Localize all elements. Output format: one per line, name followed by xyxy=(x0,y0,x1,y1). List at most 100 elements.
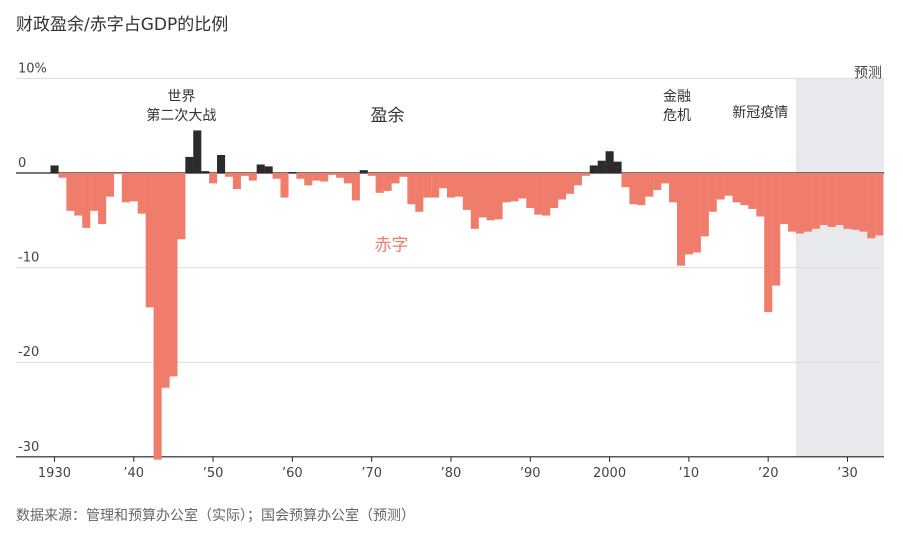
deficit-bar xyxy=(66,173,75,211)
deficit-bar xyxy=(748,173,757,209)
deficit-bar xyxy=(550,173,559,209)
deficit-bar xyxy=(169,173,178,377)
surplus-bar xyxy=(50,165,59,173)
deficit-bar xyxy=(98,173,107,225)
deficit-bar xyxy=(637,173,646,206)
deficit-bar xyxy=(248,173,257,181)
deficit-bar xyxy=(375,173,384,193)
deficit-bar xyxy=(399,173,408,177)
x-tick-label: ’40 xyxy=(123,466,144,481)
deficit-bar xyxy=(700,173,709,237)
deficit-bar xyxy=(153,173,162,460)
deficit-bar xyxy=(851,173,860,230)
deficit-bar xyxy=(423,173,432,198)
deficit-bar xyxy=(240,173,249,176)
deficit-bar xyxy=(177,173,186,240)
deficit-bar xyxy=(161,173,170,388)
deficit-bar xyxy=(454,173,464,197)
deficit-bar xyxy=(106,173,115,197)
deficit-bar xyxy=(867,173,876,239)
deficit-bar xyxy=(780,173,789,225)
deficit-bar xyxy=(113,173,123,174)
deficit-bar xyxy=(621,173,630,188)
deficit-bar xyxy=(280,173,289,198)
deficit-bar xyxy=(581,173,590,176)
x-tick-label: 1930 xyxy=(38,466,71,481)
deficit-bar xyxy=(367,173,376,176)
projection-label: 预测 xyxy=(854,65,882,81)
x-tick-label: ’50 xyxy=(203,466,224,481)
deficit-bar xyxy=(439,173,448,189)
surplus-bar xyxy=(589,165,598,173)
deficit-bar xyxy=(859,173,868,232)
surplus-bar xyxy=(193,130,202,173)
deficit-bar xyxy=(835,173,844,226)
deficit-bar xyxy=(502,173,511,203)
surplus-bar xyxy=(597,160,606,173)
deficit-bar xyxy=(232,173,241,190)
y-tick-label: -10 xyxy=(18,251,39,266)
y-tick-label: -30 xyxy=(18,440,39,455)
deficit-chart: 10% 0 -10 -20 -30 1930 ’40 ’50 ’60 ’70 ’80 ’90 2000 ’… xyxy=(16,61,884,481)
x-tick-label: ’10 xyxy=(679,466,700,481)
deficit-bar xyxy=(542,173,551,216)
deficit-bar xyxy=(296,173,305,179)
deficit-bar xyxy=(558,173,567,200)
deficit-bar xyxy=(470,173,479,229)
deficit-bar xyxy=(811,173,820,229)
deficit-bar xyxy=(526,173,535,209)
deficit-bar xyxy=(676,173,686,266)
deficit-bar xyxy=(843,173,852,229)
annotation-line: 第二次大战 xyxy=(146,107,216,124)
surplus-bar xyxy=(185,156,194,173)
deficit-bar xyxy=(486,173,495,221)
deficit-bar xyxy=(209,173,218,184)
deficit-bar xyxy=(383,173,392,191)
bars xyxy=(50,130,884,460)
deficit-bar xyxy=(121,173,130,203)
y-tick-label: 0 xyxy=(18,156,26,171)
surplus-label: 盈余 xyxy=(371,106,405,126)
deficit-bar xyxy=(772,173,781,286)
surplus-bar xyxy=(613,161,622,173)
annotation: 金融危机 xyxy=(663,89,691,124)
deficit-bar xyxy=(787,173,797,232)
deficit-bar xyxy=(518,173,527,199)
x-tick-label: ’30 xyxy=(837,466,858,481)
deficit-bar xyxy=(661,173,670,184)
y-tick-label: -20 xyxy=(18,345,39,360)
annotation-line: 世界 xyxy=(167,89,195,105)
deficit-bar xyxy=(764,173,773,313)
deficit-bar xyxy=(343,173,352,184)
deficit-bar xyxy=(391,173,400,184)
source-note: 数据来源：管理和预算办公室（实际）；国会预算办公室（预测） xyxy=(16,508,415,524)
deficit-bar xyxy=(708,173,717,212)
deficit-bar xyxy=(272,173,281,179)
x-tick-label: ’60 xyxy=(282,466,303,481)
deficit-bar xyxy=(82,173,91,228)
deficit-bar xyxy=(740,173,749,206)
deficit-bar xyxy=(494,173,503,220)
deficit-bar xyxy=(312,173,321,181)
deficit-bar xyxy=(478,173,487,218)
deficit-bar xyxy=(145,173,154,308)
deficit-bar xyxy=(351,173,360,201)
deficit-bar xyxy=(724,173,733,196)
deficit-bar xyxy=(732,173,741,203)
annotation-line: 金融 xyxy=(663,89,691,105)
surplus-bar xyxy=(264,166,273,173)
x-tick-label: ’90 xyxy=(520,466,541,481)
deficit-bar xyxy=(669,173,678,203)
deficit-bar xyxy=(534,173,543,215)
deficit-bar xyxy=(827,173,836,227)
annotation: 新冠疫情 xyxy=(732,105,788,121)
deficit-bar xyxy=(407,173,416,205)
surplus-bar xyxy=(605,151,614,173)
deficit-bar xyxy=(875,173,884,236)
surplus-bar xyxy=(288,172,297,173)
deficit-bar xyxy=(565,173,575,194)
x-tick-label: ’80 xyxy=(441,466,462,481)
y-tick-label: 10% xyxy=(18,61,47,76)
deficit-bar xyxy=(573,173,582,186)
